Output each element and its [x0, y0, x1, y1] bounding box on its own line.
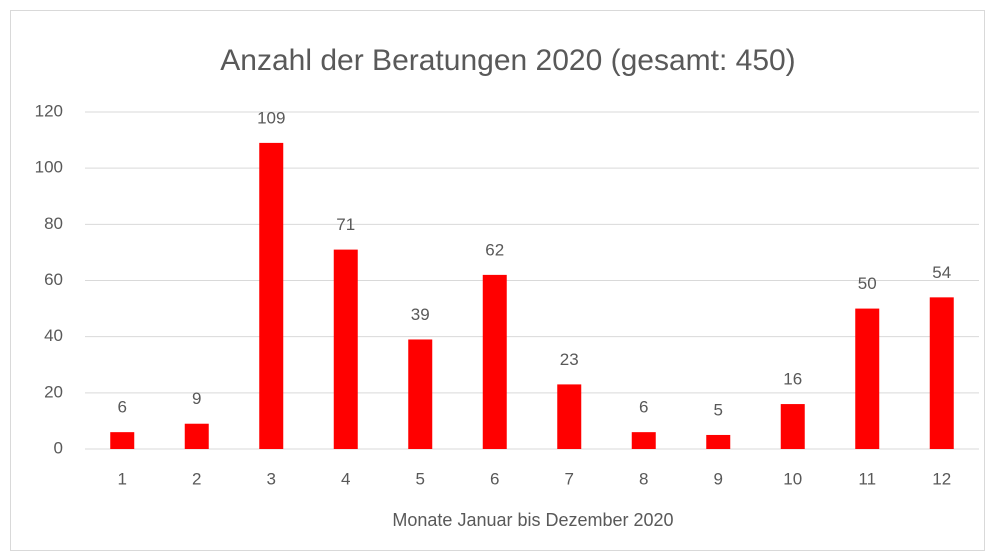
data-label: 9: [192, 389, 201, 408]
data-label: 109: [257, 108, 285, 127]
bar: [855, 308, 880, 449]
data-label: 16: [783, 370, 802, 389]
x-tick-label: 5: [416, 469, 425, 488]
data-label: 54: [932, 263, 951, 282]
bar: [110, 432, 135, 449]
x-tick-label: 10: [783, 469, 802, 488]
y-tick-label: 120: [35, 101, 63, 120]
y-tick-label: 0: [54, 438, 63, 457]
data-label: 39: [411, 305, 430, 324]
y-tick-label: 100: [35, 158, 63, 177]
x-tick-label: 6: [490, 469, 499, 488]
y-tick-label: 80: [44, 214, 63, 233]
x-tick-label: 1: [118, 469, 127, 488]
x-tick-label: 8: [639, 469, 648, 488]
data-label: 6: [639, 398, 648, 417]
y-tick-label: 60: [44, 270, 63, 289]
data-label: 5: [714, 400, 723, 419]
x-tick-label: 12: [932, 469, 951, 488]
data-label: 71: [336, 215, 355, 234]
y-tick-label: 40: [44, 326, 63, 345]
data-label: 6: [118, 398, 127, 417]
x-tick-label: 7: [565, 469, 574, 488]
bar: [259, 142, 284, 449]
chart-title: Anzahl der Beratungen 2020 (gesamt: 450): [220, 44, 795, 77]
bar: [780, 404, 805, 449]
x-axis-label: Monate Januar bis Dezember 2020: [392, 510, 673, 530]
x-tick-label: 3: [267, 469, 276, 488]
x-tick-label: 11: [858, 469, 876, 488]
bar: [706, 434, 731, 449]
bar: [408, 339, 433, 449]
y-tick-label: 20: [44, 382, 63, 401]
x-tick-label: 4: [341, 469, 350, 488]
data-label: 62: [485, 240, 504, 259]
bar: [631, 432, 656, 449]
bar: [333, 249, 358, 449]
data-label: 50: [858, 274, 877, 293]
bar: [184, 423, 209, 449]
x-tick-label: 9: [714, 469, 723, 488]
bar: [929, 297, 954, 449]
data-label: 23: [560, 350, 579, 369]
bar: [557, 384, 582, 449]
x-tick-label: 2: [192, 469, 201, 488]
bar: [482, 274, 507, 449]
